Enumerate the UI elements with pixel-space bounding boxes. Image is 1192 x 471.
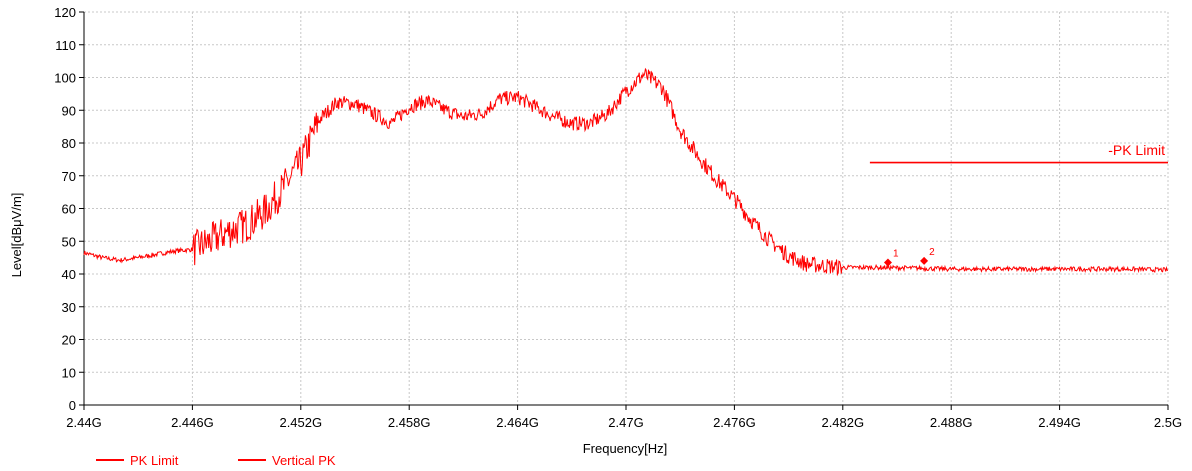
- y-tick-label: 10: [62, 365, 76, 380]
- series-lines: [83, 67, 1169, 277]
- x-tick-label: 2.44G: [66, 415, 101, 430]
- x-tick-label: 2.47G: [608, 415, 643, 430]
- y-tick-label: 100: [54, 71, 76, 86]
- legend-label-pk-limit: PK Limit: [130, 453, 179, 468]
- y-tick-label: 0: [69, 398, 76, 413]
- x-tick-label: 2.446G: [171, 415, 214, 430]
- x-tick-label: 2.458G: [388, 415, 431, 430]
- y-tick-label: 20: [62, 333, 76, 348]
- pk-limit-line-label: -PK Limit: [1108, 142, 1165, 158]
- y-tick-label: 50: [62, 234, 76, 249]
- axes: [79, 11, 1169, 410]
- x-tick-label: 2.494G: [1038, 415, 1081, 430]
- grid: [84, 11, 1169, 405]
- x-tick-label: 2.5G: [1154, 415, 1182, 430]
- y-tick-label: 70: [62, 169, 76, 184]
- x-tick-label: 2.452G: [279, 415, 322, 430]
- y-tick-label: 110: [55, 38, 76, 53]
- x-tick-label: 2.476G: [713, 415, 756, 430]
- y-tick-label: 80: [62, 136, 76, 151]
- y-tick-label: 40: [62, 267, 76, 282]
- y-tick-labels: 0 10 20 30 40 50 60 70 80 90 100 110 120: [54, 5, 76, 413]
- marker-label-1: 1: [893, 249, 899, 260]
- marker-label-2: 2: [929, 247, 935, 258]
- y-tick-label: 120: [54, 5, 76, 20]
- x-tick-labels: 2.44G 2.446G 2.452G 2.458G 2.464G 2.47G 2.476G…: [66, 415, 1182, 430]
- x-axis-label: Frequency[Hz]: [583, 441, 668, 456]
- series-line-vertical-pk: [83, 67, 1169, 277]
- x-tick-label: 2.488G: [930, 415, 973, 430]
- y-tick-label: 60: [62, 202, 76, 217]
- y-axis-label: Level[dBμV/m]: [9, 193, 24, 278]
- y-tick-label: 30: [62, 300, 76, 315]
- x-tick-label: 2.482G: [821, 415, 864, 430]
- x-tick-label: 2.464G: [496, 415, 539, 430]
- legend-label-vertical-pk: Vertical PK: [272, 453, 336, 468]
- legend: PK Limit Vertical PK: [96, 453, 336, 468]
- marker-1: [883, 258, 892, 267]
- y-tick-label: 90: [62, 103, 76, 118]
- marker-2: [920, 256, 929, 265]
